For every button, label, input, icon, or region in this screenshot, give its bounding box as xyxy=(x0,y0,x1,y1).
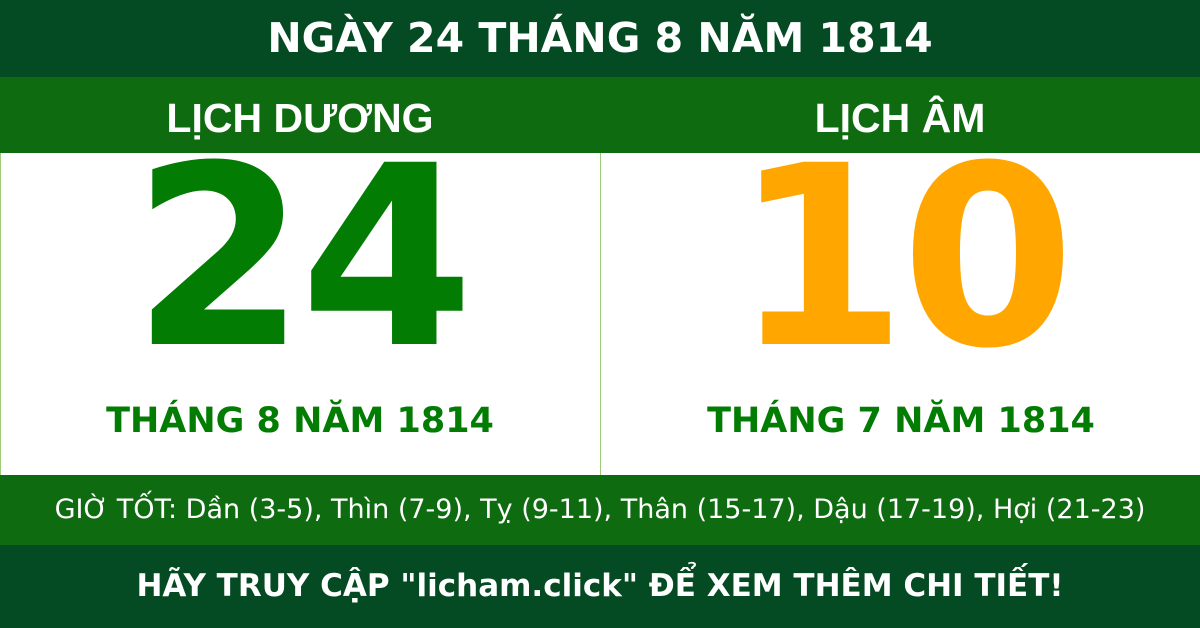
good-hours: GIỜ TỐT: Dần (3-5), Thìn (7-9), Tỵ (9-11… xyxy=(0,475,1200,545)
solar-panel: 24 THÁNG 8 NĂM 1814 xyxy=(0,133,600,475)
lunar-day: 10 xyxy=(733,112,1075,403)
lunar-panel: 10 THÁNG 7 NĂM 1814 xyxy=(601,133,1200,475)
left-border xyxy=(0,153,1,475)
solar-day: 24 xyxy=(132,112,474,403)
lunar-month-year: THÁNG 7 NĂM 1814 xyxy=(707,401,1095,441)
solar-heading: LỊCH DƯƠNG xyxy=(166,95,434,141)
calendar-headers: LỊCH DƯƠNG LỊCH ÂM xyxy=(0,77,1200,153)
column-divider xyxy=(600,153,601,475)
lunar-heading: LỊCH ÂM xyxy=(814,95,986,141)
page-title: NGÀY 24 THÁNG 8 NĂM 1814 xyxy=(0,0,1200,77)
footer-cta: HÃY TRUY CẬP "licham.click" ĐỂ XEM THÊM … xyxy=(0,545,1200,628)
solar-month-year: THÁNG 8 NĂM 1814 xyxy=(106,401,494,441)
